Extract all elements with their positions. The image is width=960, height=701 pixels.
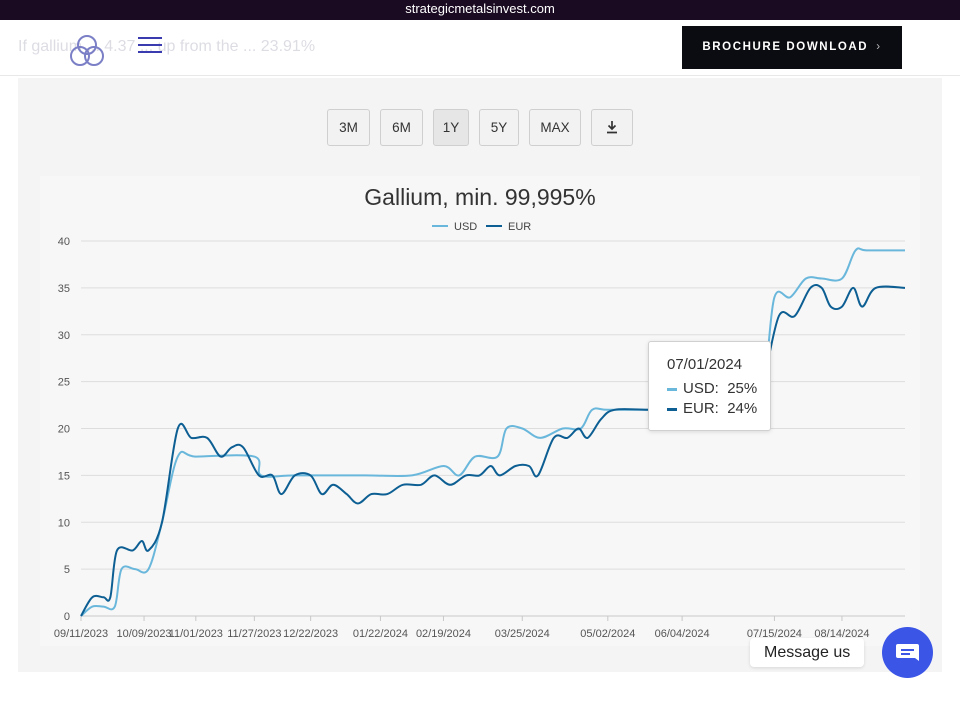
brochure-download-label: BROCHURE DOWNLOAD <box>702 41 869 53</box>
x-tick-label: 01/22/2024 <box>353 628 408 640</box>
range-max-button[interactable]: MAX <box>529 109 581 146</box>
y-tick-label: 35 <box>58 283 70 295</box>
chat-bubble-icon <box>896 644 919 661</box>
triquetra-logo-icon[interactable] <box>68 32 106 68</box>
y-tick-label: 40 <box>58 236 70 248</box>
x-tick-label: 12/22/2023 <box>283 628 338 640</box>
site-header: If gallium ... 4.37 ... up from the ... … <box>0 20 960 76</box>
y-tick-label: 15 <box>58 470 70 482</box>
x-tick-label: 05/02/2024 <box>580 628 635 640</box>
range-button-label: 3M <box>339 120 358 135</box>
line-chart: 0 5 10 15 20 25 30 35 40 09/11/2023 10/09/202311/0… <box>40 176 920 646</box>
range-5y-button[interactable]: 5Y <box>479 109 519 146</box>
tooltip-series-eur: EUR <box>683 400 715 417</box>
x-tick-label: 07/15/2024 <box>747 628 802 640</box>
x-tick-label: 11/27/2023 <box>227 628 281 640</box>
download-button[interactable] <box>591 109 633 146</box>
faded-scrolled-text: If gallium ... 4.37 ... up from the ... … <box>18 38 316 55</box>
x-tick-label: 06/04/2024 <box>655 628 710 640</box>
page-bottom-strip <box>0 692 960 701</box>
range-1y-button[interactable]: 1Y <box>433 109 469 146</box>
top-domain-bar: strategicmetalsinvest.com <box>0 0 960 20</box>
y-tick-label: 25 <box>58 377 70 389</box>
chart-title: Gallium, min. 99,995% <box>364 184 595 210</box>
y-tick-label: 10 <box>58 517 70 529</box>
x-tick-label: 09/11/2023 <box>54 628 108 640</box>
message-us-label[interactable]: Message us <box>750 638 865 667</box>
tooltip-date: 07/01/2024 <box>667 356 743 373</box>
y-tick-label: 5 <box>64 564 70 576</box>
range-button-label: 6M <box>392 120 411 135</box>
tooltip-row-eur: EUR: 24% <box>667 400 757 417</box>
chevron-right-icon: › <box>876 41 882 53</box>
tooltip-value-usd: 25% <box>727 380 758 397</box>
tooltip-value-eur: 24% <box>727 400 758 417</box>
series-line-usd <box>80 247 905 617</box>
chat-button[interactable] <box>882 627 933 678</box>
range-button-label: 5Y <box>490 120 508 135</box>
chart-tooltip: 07/01/2024 USD: 25% EUR: 24% <box>648 341 771 431</box>
y-tick-label: 30 <box>58 330 70 342</box>
site-domain: strategicmetalsinvest.com <box>405 1 555 16</box>
download-icon <box>607 121 617 134</box>
range-button-label: MAX <box>540 120 570 135</box>
tooltip-row-usd: USD: 25% <box>667 380 757 397</box>
brochure-download-button[interactable]: BROCHURE DOWNLOAD › <box>682 26 902 69</box>
range-button-label: 1Y <box>442 120 460 135</box>
y-tick-label: 20 <box>58 424 70 436</box>
legend-label-eur: EUR <box>508 221 531 233</box>
tooltip-swatch-eur <box>667 407 677 411</box>
x-tick-label: 03/25/2024 <box>495 628 550 640</box>
x-tick-label: 11/01/2023 <box>169 628 223 640</box>
y-tick-label: 0 <box>64 611 70 623</box>
legend-label-usd: USD <box>454 221 477 233</box>
hamburger-menu-icon[interactable] <box>138 37 162 55</box>
tooltip-series-usd: USD <box>683 380 715 397</box>
x-tick-label: 02/19/2024 <box>416 628 471 640</box>
x-tick-label: 10/09/2023 <box>117 628 172 640</box>
range-6m-button[interactable]: 6M <box>380 109 423 146</box>
x-tick-label: 08/14/2024 <box>814 628 869 640</box>
range-3m-button[interactable]: 3M <box>327 109 370 146</box>
tooltip-swatch-usd <box>667 387 677 391</box>
chart-background <box>40 176 920 646</box>
